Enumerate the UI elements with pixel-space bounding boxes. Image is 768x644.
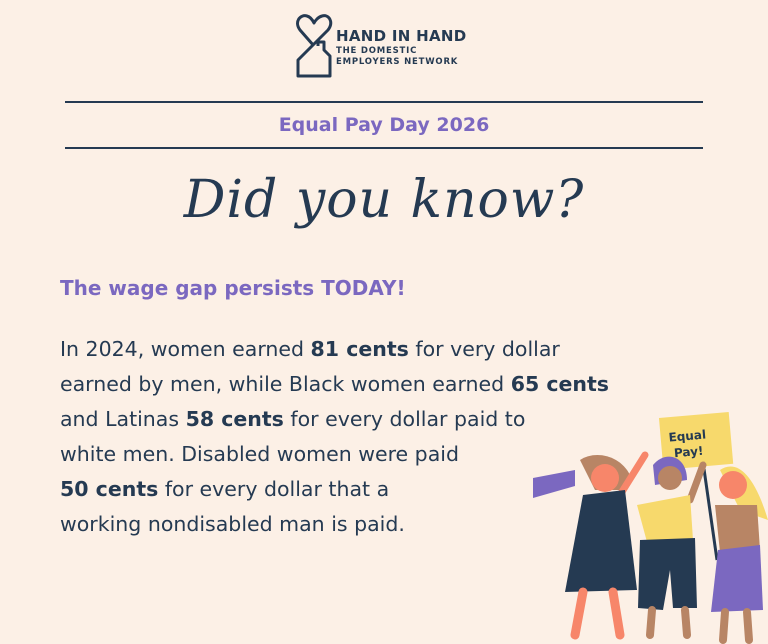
body-paragraph: In 2024, women earned 81 cents for very … xyxy=(60,337,610,536)
logo-subtitle: THE DOMESTIC EMPLOYERS NETWORK xyxy=(336,46,459,67)
heart-house-icon xyxy=(296,14,333,78)
bottom-divider xyxy=(65,147,703,149)
sign-board xyxy=(658,411,734,470)
top-divider xyxy=(65,101,703,103)
logo: HAND IN HAND THE DOMESTIC EMPLOYERS NETWO… xyxy=(294,12,484,82)
banner-title: Equal Pay Day 2026 xyxy=(278,114,490,136)
sign-pole xyxy=(701,461,719,561)
subheading: The wage gap persists TODAY! xyxy=(60,276,406,300)
sign-text: Equal Pay! xyxy=(667,427,707,461)
logo-title: HAND IN HAND xyxy=(336,27,467,45)
protesters-illustration xyxy=(533,411,768,644)
headline: Did you know? xyxy=(183,170,585,230)
